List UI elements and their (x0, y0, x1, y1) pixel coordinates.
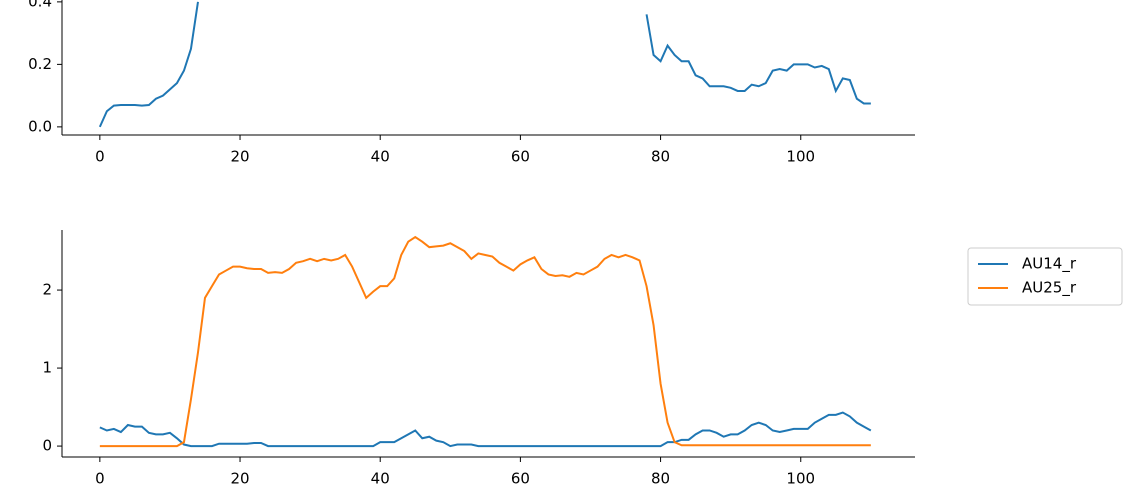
plot-area (99, 235, 872, 448)
series-line (99, 411, 872, 448)
x-tick-label: 20 (230, 470, 249, 488)
x-tick-label: 0 (95, 148, 105, 166)
x-tick-label: 40 (371, 470, 390, 488)
legend-label: AU14_r (1022, 255, 1077, 274)
plot-area (98, 1, 871, 128)
legend-box (967, 247, 1123, 306)
x-tick-label: 100 (786, 470, 815, 488)
y-tick-label: 1 (42, 359, 52, 377)
y-tick-label: 0 (42, 437, 52, 455)
y-tick-label: 0.2 (28, 55, 52, 73)
x-tick-label: 20 (230, 148, 249, 166)
x-tick-label: 60 (511, 470, 530, 488)
y-tick-label: 0.4 (28, 0, 52, 10)
x-tick-label: 80 (651, 470, 670, 488)
legend-label: AU25_r (1022, 279, 1077, 298)
y-tick-label: 0.0 (28, 117, 52, 135)
series-line (98, 1, 871, 128)
x-tick-label: 40 (371, 148, 390, 166)
x-tick-label: 0 (95, 470, 105, 488)
series-line (99, 235, 871, 448)
x-tick-label: 100 (786, 148, 815, 166)
y-tick-label: 2 (42, 281, 52, 299)
x-tick-label: 60 (511, 148, 530, 166)
x-tick-label: 80 (651, 148, 670, 166)
